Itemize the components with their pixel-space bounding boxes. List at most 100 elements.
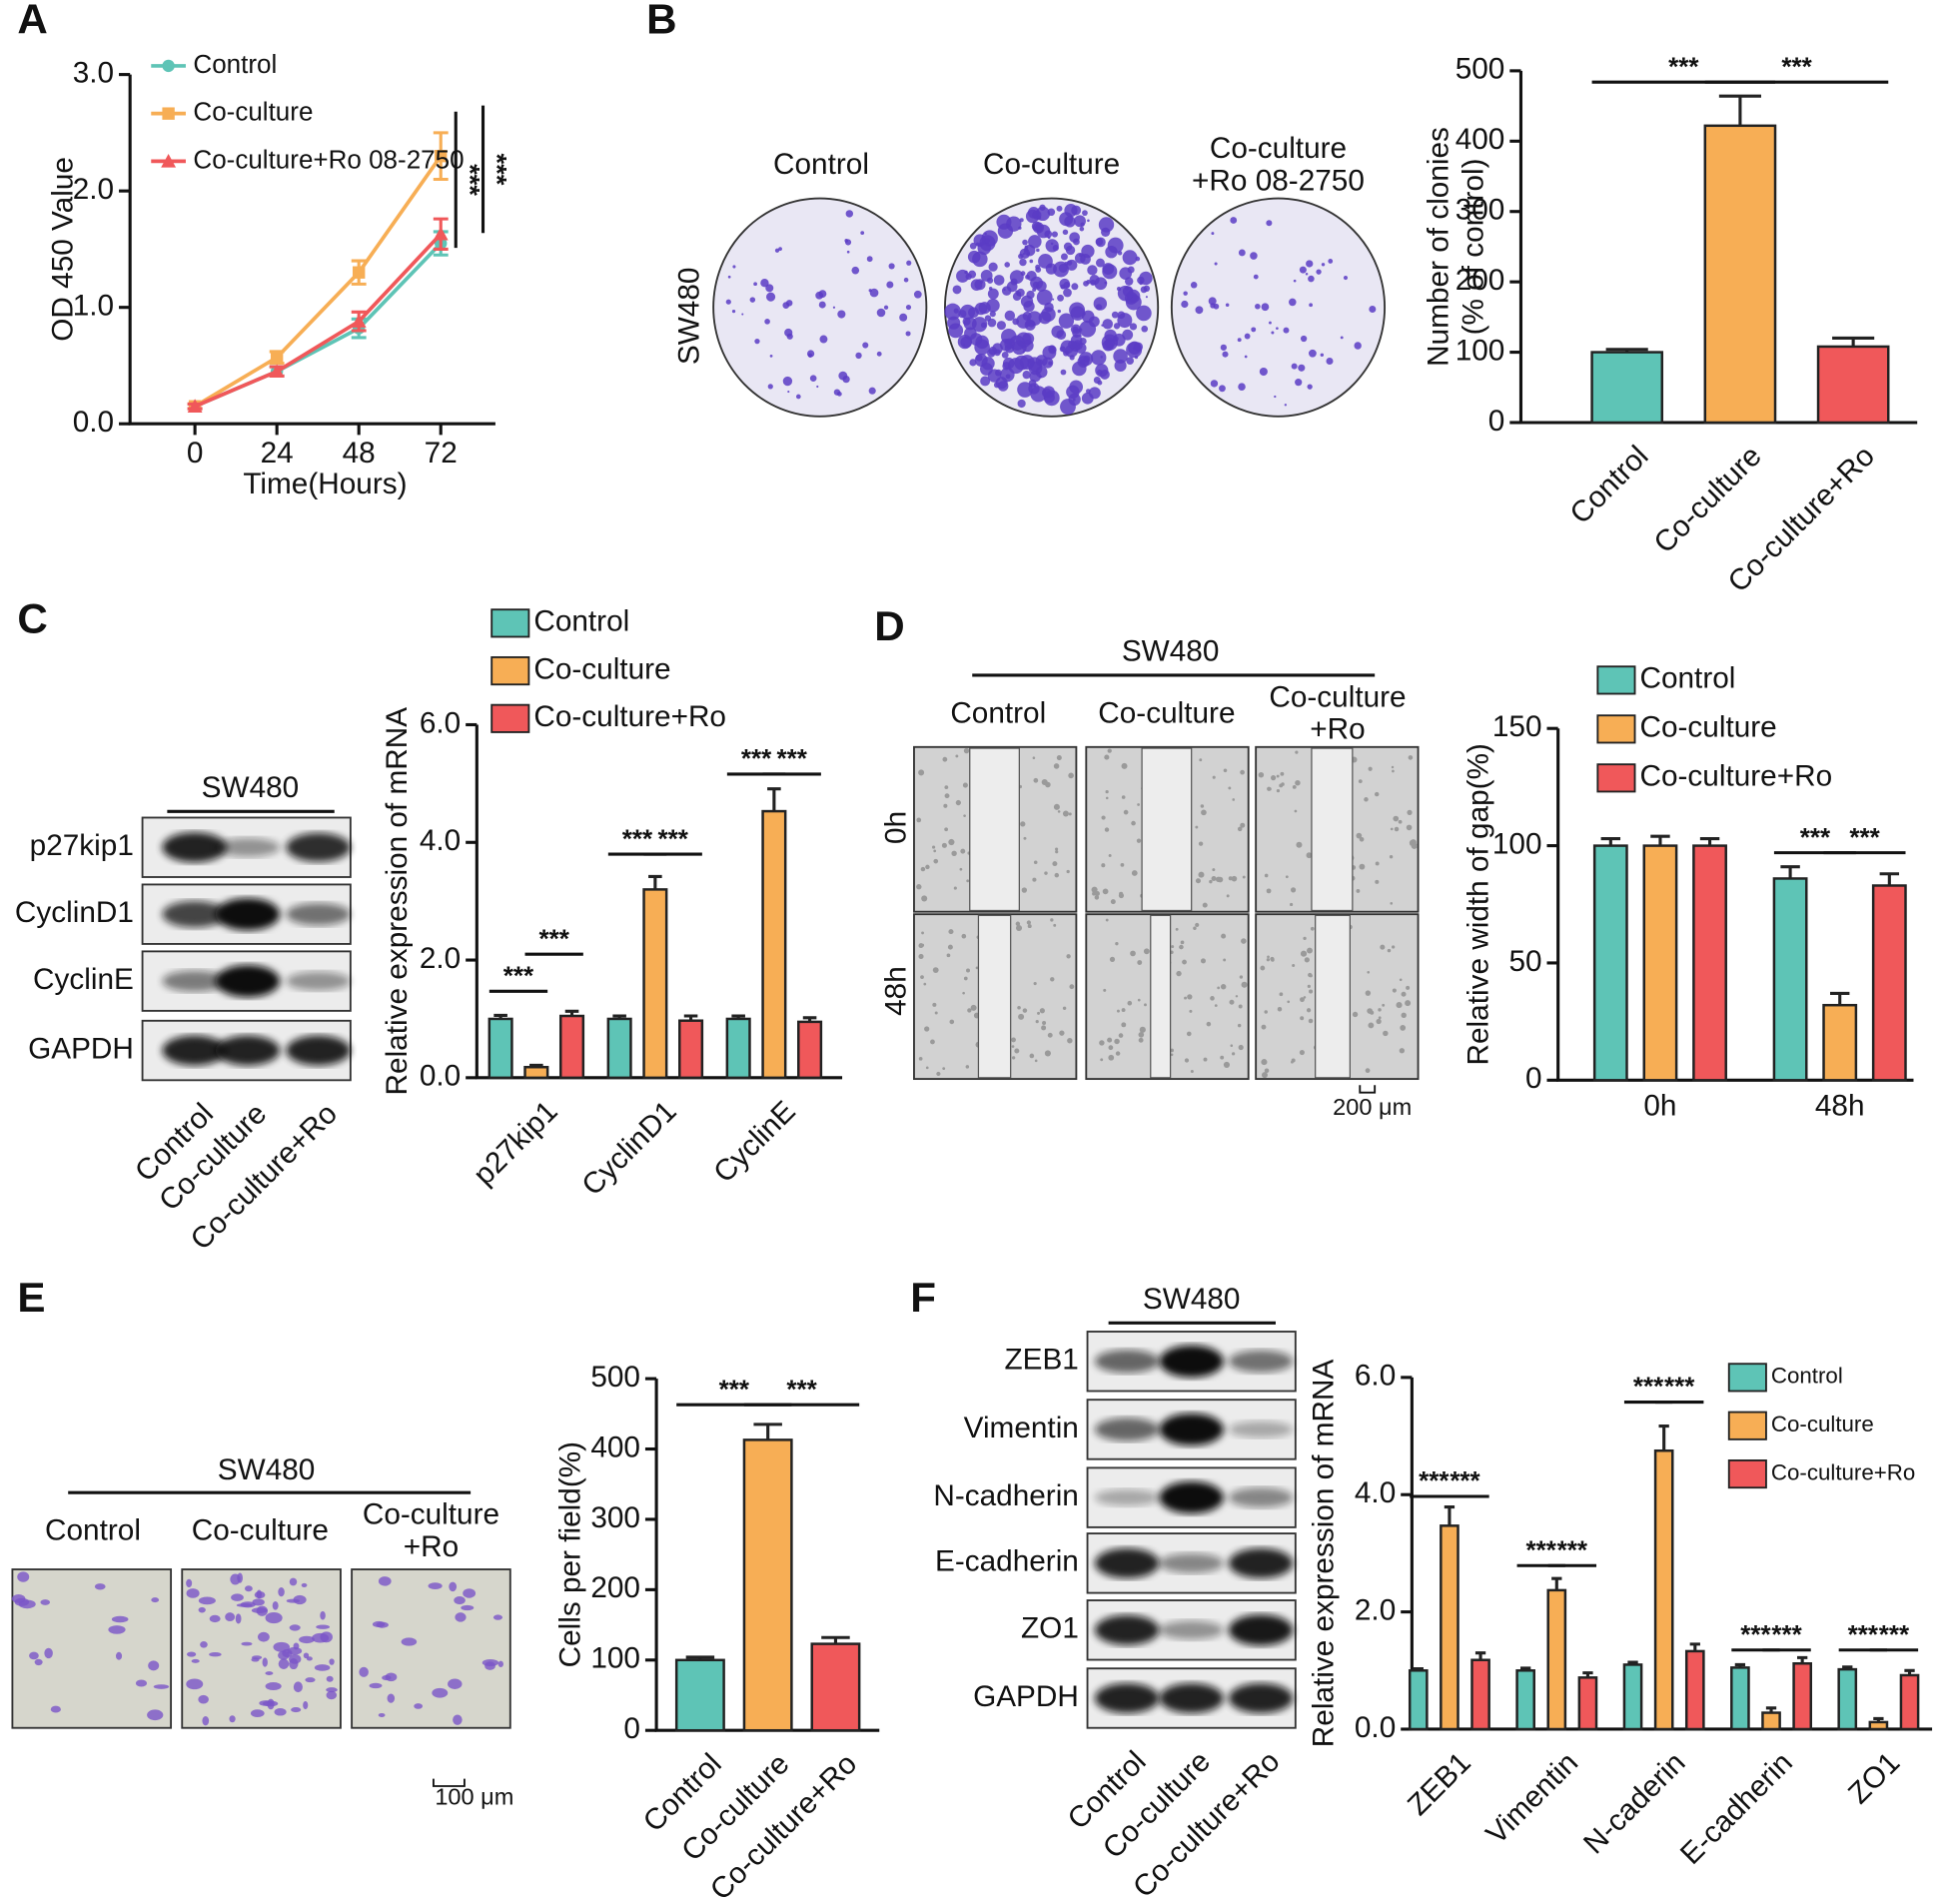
cell [944, 785, 949, 790]
colony [886, 281, 894, 289]
cell [256, 1605, 268, 1616]
cell [1180, 940, 1185, 945]
bar [1692, 844, 1727, 1082]
cell [1054, 872, 1060, 878]
cell [1176, 970, 1182, 977]
colony [1343, 275, 1349, 281]
blot-band [1159, 1481, 1224, 1514]
cell [1042, 1021, 1047, 1026]
colony [984, 238, 990, 244]
cell [1232, 798, 1236, 801]
colony [1211, 232, 1215, 236]
colony [1299, 266, 1307, 274]
error-bar [1832, 336, 1875, 347]
blot-band [1094, 1614, 1160, 1645]
x-tick-label: ZEB1 [1402, 1746, 1477, 1822]
blot-row-label: Vimentin [964, 1412, 1079, 1444]
colony [809, 375, 817, 383]
cell [1310, 926, 1315, 931]
colony [1073, 238, 1080, 246]
colony [905, 304, 912, 311]
blot-band [286, 971, 351, 991]
image-label: Co-culture [983, 148, 1120, 181]
colony [1045, 239, 1059, 253]
cell [1266, 958, 1271, 962]
cell [1121, 1022, 1127, 1028]
significance: *** [483, 154, 513, 186]
cell [1300, 1016, 1305, 1021]
cell [1182, 959, 1187, 965]
colony [1028, 383, 1040, 395]
cell [1206, 1021, 1212, 1027]
colony [986, 298, 1000, 313]
cell [1399, 978, 1403, 982]
image-title: SW480 [1122, 634, 1220, 667]
legend-label: Co-culture+Ro [533, 700, 726, 733]
cell [1276, 788, 1281, 793]
colony [1321, 263, 1326, 267]
colony [1222, 351, 1229, 358]
cell [1203, 1057, 1208, 1062]
colony [818, 301, 826, 309]
cell [289, 1653, 302, 1664]
colony [1238, 383, 1246, 391]
colony [1044, 230, 1053, 239]
colony [1048, 361, 1053, 366]
colony [1001, 351, 1009, 359]
error-bar [1780, 865, 1800, 879]
y-axis-label: Cells per field(%) [554, 1441, 587, 1668]
cell [1406, 824, 1413, 831]
colony [1244, 355, 1248, 359]
colony [1309, 303, 1314, 308]
cell [1237, 826, 1243, 832]
cell [1399, 1048, 1406, 1054]
cell [941, 842, 947, 848]
point [352, 266, 366, 279]
colony [1127, 266, 1135, 274]
cell [151, 1597, 160, 1603]
bar [1816, 345, 1890, 425]
cell [320, 1610, 326, 1620]
cell [1308, 1018, 1314, 1024]
colony [1326, 358, 1334, 366]
colony [851, 266, 860, 275]
cell [1103, 988, 1107, 992]
cell [1105, 796, 1109, 800]
cell [1068, 772, 1074, 779]
cell [1118, 1033, 1124, 1038]
colony [1139, 271, 1153, 286]
colony [855, 352, 862, 360]
colony [778, 247, 782, 252]
cell [1261, 1072, 1268, 1079]
colony [869, 288, 879, 298]
scratch-gap [1141, 747, 1193, 912]
cell [1053, 923, 1057, 927]
colony [1058, 313, 1075, 329]
cell [933, 849, 937, 853]
colony [1095, 237, 1106, 248]
cell [1295, 779, 1301, 786]
blot-band [1094, 1418, 1160, 1441]
panel-label: C [17, 595, 47, 642]
cell [953, 886, 957, 890]
cell [1107, 748, 1112, 753]
cell [1104, 754, 1110, 760]
cell [378, 1576, 392, 1586]
bar [810, 1642, 861, 1732]
point [270, 351, 284, 364]
cell [963, 747, 970, 754]
cell [1026, 920, 1032, 925]
colony [1018, 226, 1022, 230]
cell [316, 1624, 331, 1629]
cell [44, 1647, 53, 1659]
blot-band [1094, 1488, 1160, 1506]
cell [1280, 771, 1285, 776]
cell [948, 838, 955, 846]
cell [1232, 1052, 1236, 1056]
cell [1120, 862, 1125, 867]
colony [1017, 382, 1033, 398]
cell [1069, 984, 1075, 990]
cell [1292, 964, 1296, 968]
colony [1022, 371, 1031, 380]
cell [916, 817, 922, 823]
